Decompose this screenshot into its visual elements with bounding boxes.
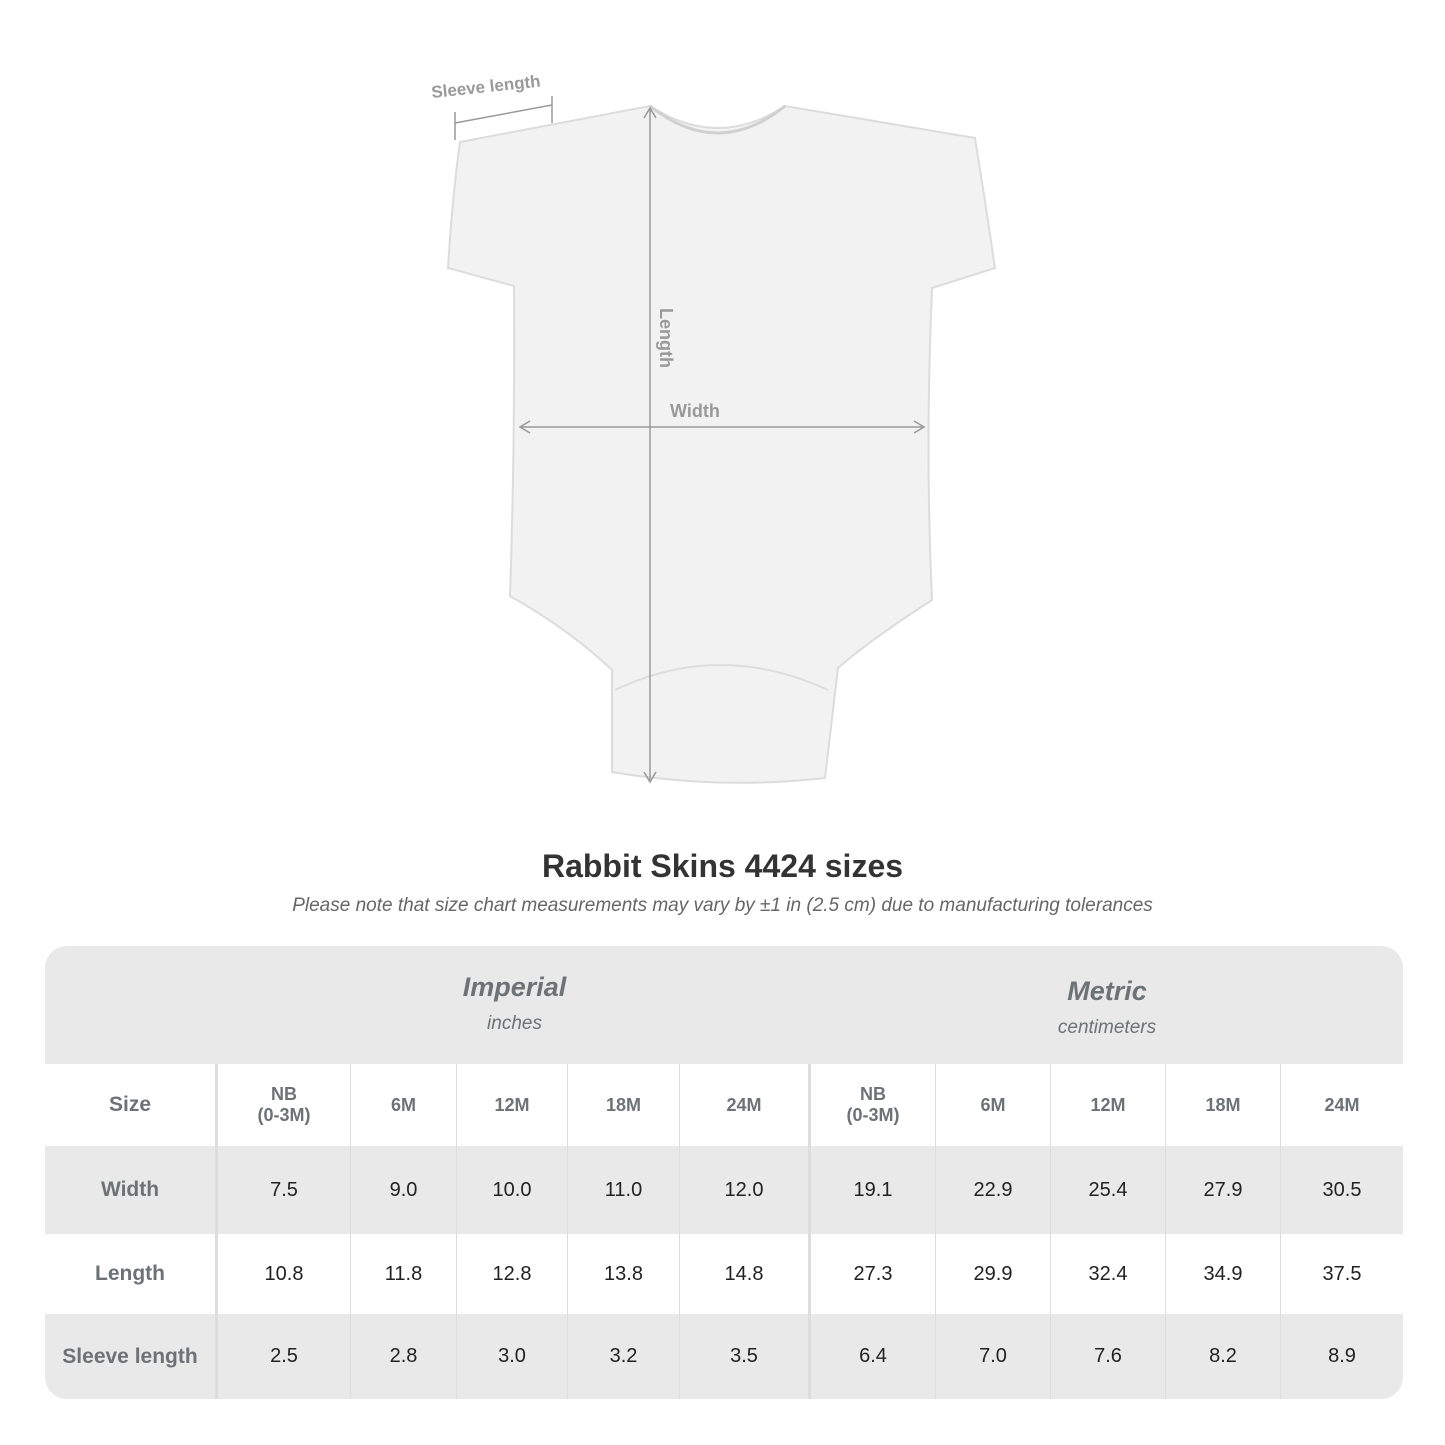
table-cell: 2.8: [351, 1314, 457, 1399]
size-column-header: 6M: [351, 1064, 457, 1146]
size-column-header: 6M: [936, 1064, 1051, 1146]
table-cell: 9.0: [351, 1146, 457, 1234]
table-cell: 3.5: [680, 1314, 811, 1399]
table-cell: 7.6: [1051, 1314, 1166, 1399]
table-cell: 30.5: [1322, 1178, 1362, 1201]
table-row: Sleeve length 2.5 2.8 3.0 3.2 3.5 6.4 7.0 7.6 8.2…: [45, 1314, 1403, 1399]
table-cell: 32.4: [1051, 1234, 1166, 1314]
table-cell: 7.5: [218, 1146, 351, 1234]
sleeve-length-label: Sleeve length: [430, 72, 541, 102]
table-cell: 25.4: [1051, 1146, 1166, 1234]
metric-label: Metric: [1067, 976, 1147, 1006]
table-row: Width 7.5 9.0 10.0 11.0 12.0 19.1 22.9 25.4 27.9 3…: [45, 1146, 1403, 1234]
row-label: Size: [45, 1064, 218, 1146]
table-cell: 2.5: [218, 1314, 351, 1399]
sleeve-arrow: [454, 104, 553, 124]
onesie-crotch-flap: [614, 664, 829, 691]
table-cell: 8.2: [1166, 1314, 1281, 1399]
table-cell: 11.0: [568, 1146, 680, 1234]
metric-header: Metric centimeters: [811, 946, 1403, 1094]
table-cell: 14.8: [680, 1234, 811, 1314]
onesie-collar: [649, 104, 786, 135]
table-cell: 10.8: [218, 1234, 351, 1314]
size-table: Imperial inches Metric centimeters Size N…: [45, 946, 1403, 1399]
table-cell: 22.9: [936, 1146, 1051, 1234]
table-cell: 19.1: [811, 1146, 936, 1234]
size-column-header: 12M: [1051, 1064, 1166, 1146]
chart-title: Rabbit Skins 4424 sizes: [541, 848, 904, 884]
size-header-row: Size NB (0-3M) 6M 12M 18M 24M NB (0-3M) 6M 12M 18…: [45, 1064, 1403, 1146]
imperial-unit: inches: [487, 1013, 542, 1034]
onesie-image: [446, 104, 997, 784]
table-cell: 7.0: [936, 1314, 1051, 1399]
size-column-header: 24M: [1324, 1094, 1360, 1115]
table-cell: 13.8: [568, 1234, 680, 1314]
row-label: Sleeve length: [45, 1314, 218, 1399]
size-column-header: NB (0-3M): [811, 1064, 936, 1146]
table-cell: 27.9: [1166, 1146, 1281, 1234]
width-label: Width: [670, 401, 720, 421]
imperial-label: Imperial: [462, 972, 567, 1002]
imperial-header: Imperial inches: [218, 946, 811, 1090]
table-cell: 3.0: [457, 1314, 568, 1399]
row-label: Length: [45, 1234, 218, 1314]
size-column-header: NB (0-3M): [218, 1064, 351, 1146]
table-cell: 3.2: [568, 1314, 680, 1399]
table-cell: 10.0: [457, 1146, 568, 1234]
size-column-header: 12M: [457, 1064, 568, 1146]
table-cell: 12.8: [457, 1234, 568, 1314]
table-cell: 8.9: [1328, 1345, 1356, 1367]
length-label: Length: [656, 308, 676, 368]
table-cell: 29.9: [936, 1234, 1051, 1314]
table-cell: 34.9: [1166, 1234, 1281, 1314]
table-cell: 11.8: [351, 1234, 457, 1314]
onesie-diagram: Sleeve length Length Width: [430, 72, 997, 784]
size-column-header: 18M: [568, 1064, 680, 1146]
table-row: Length 10.8 11.8 12.8 13.8 14.8 27.3 29.9 32.4 34…: [45, 1234, 1403, 1314]
table-cell: 27.3: [811, 1234, 936, 1314]
table-cell: 12.0: [680, 1146, 811, 1234]
tolerance-note: Please note that size chart measurements…: [292, 895, 1153, 916]
table-cell: 6.4: [811, 1314, 936, 1399]
size-column-header: 24M: [680, 1064, 811, 1146]
row-label: Width: [45, 1146, 218, 1234]
size-column-header: 18M: [1166, 1064, 1281, 1146]
metric-unit: centimeters: [1057, 1017, 1157, 1038]
table-cell: 37.5: [1322, 1262, 1362, 1285]
